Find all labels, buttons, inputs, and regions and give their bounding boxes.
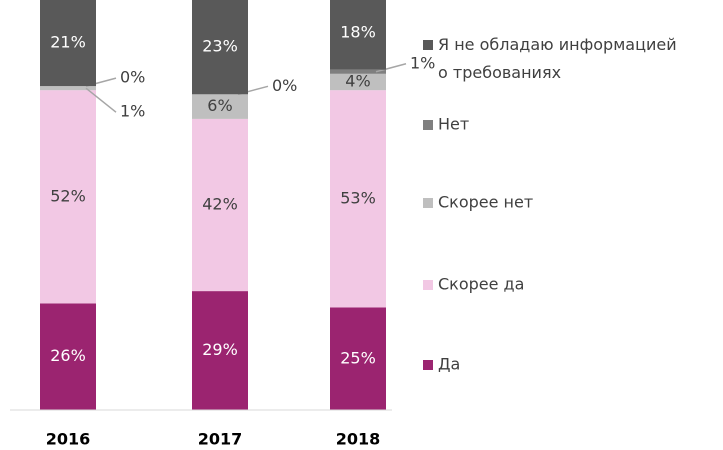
leader-line [375,63,407,73]
legend-label: Я не обладаю информацией о требованиях [438,35,677,82]
bar-segment [192,0,248,95]
data-label: 26% [50,346,86,365]
data-label: 0% [272,76,297,95]
data-label: 1% [120,102,145,121]
bar-segment [192,94,248,119]
bar-segment [330,307,386,410]
bar-segment [330,73,386,91]
legend-swatch [423,40,433,50]
bar-segment [40,86,96,91]
bar-segment [40,303,96,410]
x-tick-label: 2017 [198,430,243,449]
legend-label: Скорее да [438,275,524,294]
data-label: 52% [50,186,86,205]
x-tick-label: 2018 [336,430,381,449]
bar-segment [330,90,386,308]
legend-label: Нет [438,115,469,134]
legend-swatch [423,120,433,130]
bar-segment [40,0,96,87]
data-label: 1% [410,53,435,72]
leader-line [85,87,117,113]
legend-swatch [423,280,433,290]
data-label: 25% [340,348,376,367]
data-label: 0% [120,68,145,87]
bar-segment [192,291,248,410]
bar-segment [330,0,386,70]
x-tick-label: 2016 [46,430,91,449]
data-label: 21% [50,33,86,52]
data-label: 53% [340,188,376,207]
bar-segment [330,69,386,74]
legend-label: Да [438,355,460,374]
legend-swatch [423,360,433,370]
data-label: 6% [207,96,232,115]
bar-segment [192,118,248,292]
legend-swatch [423,198,433,208]
data-label: 23% [202,37,238,56]
data-label: 18% [340,22,376,41]
bar-segment [40,90,96,304]
data-label: 42% [202,195,238,214]
data-label: 29% [202,340,238,359]
legend-label: Скорее нет [438,193,533,212]
data-label: 4% [345,72,370,91]
